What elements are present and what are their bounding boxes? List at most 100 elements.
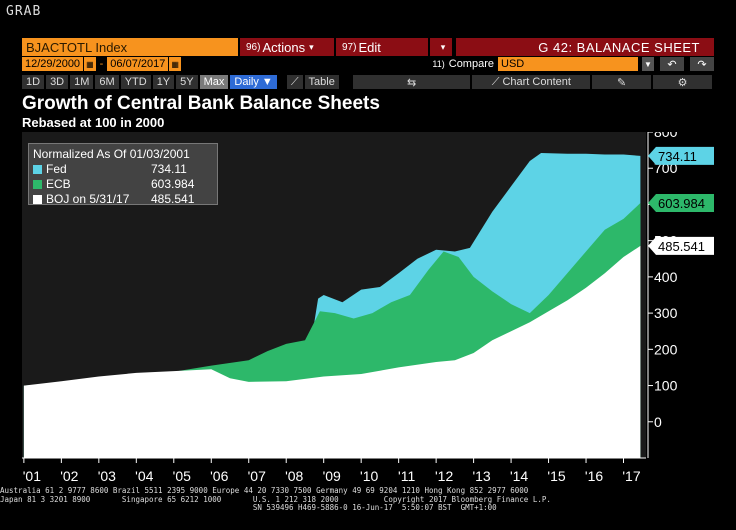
line-chart-icon[interactable]: ⟋: [286, 75, 303, 89]
x-tick-label: '12: [435, 468, 453, 484]
footer: Australia 61 2 9777 8600 Brazil 5511 239…: [0, 486, 736, 513]
legend-swatch-fed: [33, 165, 42, 174]
x-tick-label: '14: [510, 468, 528, 484]
x-tick-label: '13: [472, 468, 490, 484]
y-tick-label: 300: [654, 305, 678, 321]
legend-value-fed: 734.11: [151, 162, 187, 176]
last-value-labels: 734.11 603.984 485.541: [648, 146, 714, 255]
legend[interactable]: Normalized As Of 01/03/2001 Fed 734.11 E…: [28, 143, 218, 207]
command-bar: BJACTOTL Index 96) Actions ▾ 97) Edit ▾ …: [22, 38, 714, 56]
edit-dropdown-button[interactable]: ▾: [430, 38, 452, 56]
compare-control: 11) Compare USD ▼: [432, 57, 654, 71]
chart-title: Growth of Central Bank Balance Sheets: [22, 93, 380, 114]
chart-content-button[interactable]: ⟋ Chart Content: [472, 75, 591, 89]
x-tick-label: '10: [360, 468, 378, 484]
series-areas: [23, 153, 641, 458]
actions-number: 96): [246, 41, 261, 53]
legend-header: Normalized As Of 01/03/2001: [33, 147, 190, 161]
legend-item-fed: Fed 734.11: [33, 162, 213, 177]
last-value-label-0: 734.11: [648, 146, 714, 165]
annotate-icon[interactable]: ✎: [592, 75, 652, 89]
compare-label: Compare: [448, 58, 494, 70]
start-date-input[interactable]: 12/29/2000: [22, 57, 84, 71]
actions-button[interactable]: 96) Actions ▾: [240, 38, 334, 56]
y-tick-label: 200: [654, 341, 678, 357]
period-button-3d[interactable]: 3D: [46, 75, 69, 89]
x-tick-label: '15: [547, 468, 565, 484]
edit-button[interactable]: 97) Edit: [336, 38, 428, 56]
y-axis-ticks: 0100200300400500600700800: [648, 132, 678, 430]
last-value-text: 485.541: [658, 239, 705, 254]
period-button-6m[interactable]: 6M: [95, 75, 119, 89]
gear-icon[interactable]: ⚙: [653, 75, 712, 89]
x-axis-ticks: '01 '02 '03 '04 '05 '06 '07 '08 '09 '10 '11 '12 '13 '…: [23, 458, 641, 484]
frequency-select[interactable]: Daily ▼: [230, 75, 277, 89]
y-tick-label: 400: [654, 269, 678, 285]
legend-name-fed: Fed: [46, 162, 67, 176]
y-tick-label: 100: [654, 378, 678, 394]
calendar-icon[interactable]: ▦: [84, 57, 96, 71]
period-button-ytd[interactable]: YTD: [120, 75, 151, 89]
period-button-5y[interactable]: 5Y: [176, 75, 198, 89]
actions-label: Actions: [262, 39, 306, 55]
chevron-down-icon: ▾: [440, 41, 446, 52]
legend-value-boj: 485.541: [151, 192, 195, 206]
last-value-label-1: 603.984: [648, 194, 714, 213]
y-tick-label: 0: [654, 414, 662, 430]
x-tick-label: '17: [622, 468, 640, 484]
table-button[interactable]: Table: [304, 75, 339, 89]
x-tick-label: '02: [60, 468, 78, 484]
chevron-down-icon: ▾: [309, 41, 314, 52]
x-tick-label: '11: [398, 468, 415, 484]
x-tick-label: '04: [135, 468, 153, 484]
legend-item-ecb: ECB 603.984: [33, 177, 213, 192]
footer-line-1: Australia 61 2 9777 8600 Brazil 5511 239…: [0, 486, 529, 495]
period-button-1d[interactable]: 1D: [22, 75, 45, 89]
period-button-1y[interactable]: 1Y: [152, 75, 175, 89]
legend-swatch-boj: [33, 195, 42, 204]
chart-content-label: Chart Content: [502, 76, 571, 88]
x-tick-label: '03: [98, 468, 116, 484]
last-value-text: 603.984: [658, 196, 705, 211]
forward-arrow-icon[interactable]: ↷: [690, 57, 714, 71]
compare-number: 11): [432, 59, 445, 69]
chevron-down-icon[interactable]: ▼: [642, 57, 654, 71]
legend-name-ecb: ECB: [46, 177, 71, 191]
screen-title: G 42: BALANACE SHEET: [456, 38, 714, 56]
legend-name-boj: BOJ on 5/31/17: [46, 192, 130, 206]
calendar-icon[interactable]: ▦: [169, 57, 181, 71]
x-tick-label: '05: [173, 468, 191, 484]
swap-icon[interactable]: ⇆: [352, 75, 471, 89]
legend-swatch-ecb: [33, 180, 42, 189]
period-button-max[interactable]: Max: [199, 75, 229, 89]
balance-sheet-chart[interactable]: 0100200300400500600700800 '01'02'03'04'0…: [22, 132, 714, 487]
legend-value-ecb: 603.984: [151, 177, 195, 191]
back-arrow-icon[interactable]: ↶: [660, 57, 684, 71]
legend-item-boj: BOJ on 5/31/17 485.541: [33, 192, 213, 207]
last-value-text: 734.11: [658, 149, 697, 164]
frequency-label: Daily: [234, 76, 259, 88]
date-bar: 12/29/2000 ▦ - 06/07/2017 ▦ 11) Compare …: [22, 57, 714, 71]
last-value-tag: [648, 236, 714, 255]
footer-line-2: Japan 81 3 3201 8900 Singapore 65 6212 1…: [0, 494, 551, 504]
chart-subtitle: Rebased at 100 in 2000: [22, 115, 165, 130]
last-value-tag: [648, 146, 714, 165]
x-tick-label: '08: [285, 468, 303, 484]
footer-line-3: SN 539496 H469-5886-0 16-Jun-17 5:50:07 …: [0, 503, 497, 512]
grab-label: GRAB: [6, 4, 42, 19]
x-tick-label: '16: [585, 468, 603, 484]
chart-toolbar: 1D 3D 1M 6M YTD 1Y 5Y Max Daily ▼ ⟋ Tabl…: [22, 75, 714, 89]
x-tick-label: '01: [23, 468, 41, 484]
last-value-label-2: 485.541: [648, 236, 714, 255]
date-separator: -: [99, 58, 104, 70]
edit-label: Edit: [358, 39, 381, 55]
period-button-1m[interactable]: 1M: [70, 75, 94, 89]
x-tick-label: '06: [210, 468, 228, 484]
ticker-field[interactable]: BJACTOTL Index: [22, 38, 238, 56]
end-date-input[interactable]: 06/07/2017: [107, 57, 169, 71]
edit-number: 97): [342, 41, 357, 53]
x-tick-label: '09: [323, 468, 341, 484]
currency-select[interactable]: USD: [498, 57, 638, 71]
x-tick-label: '07: [248, 468, 266, 484]
series-area-2: [23, 245, 641, 458]
